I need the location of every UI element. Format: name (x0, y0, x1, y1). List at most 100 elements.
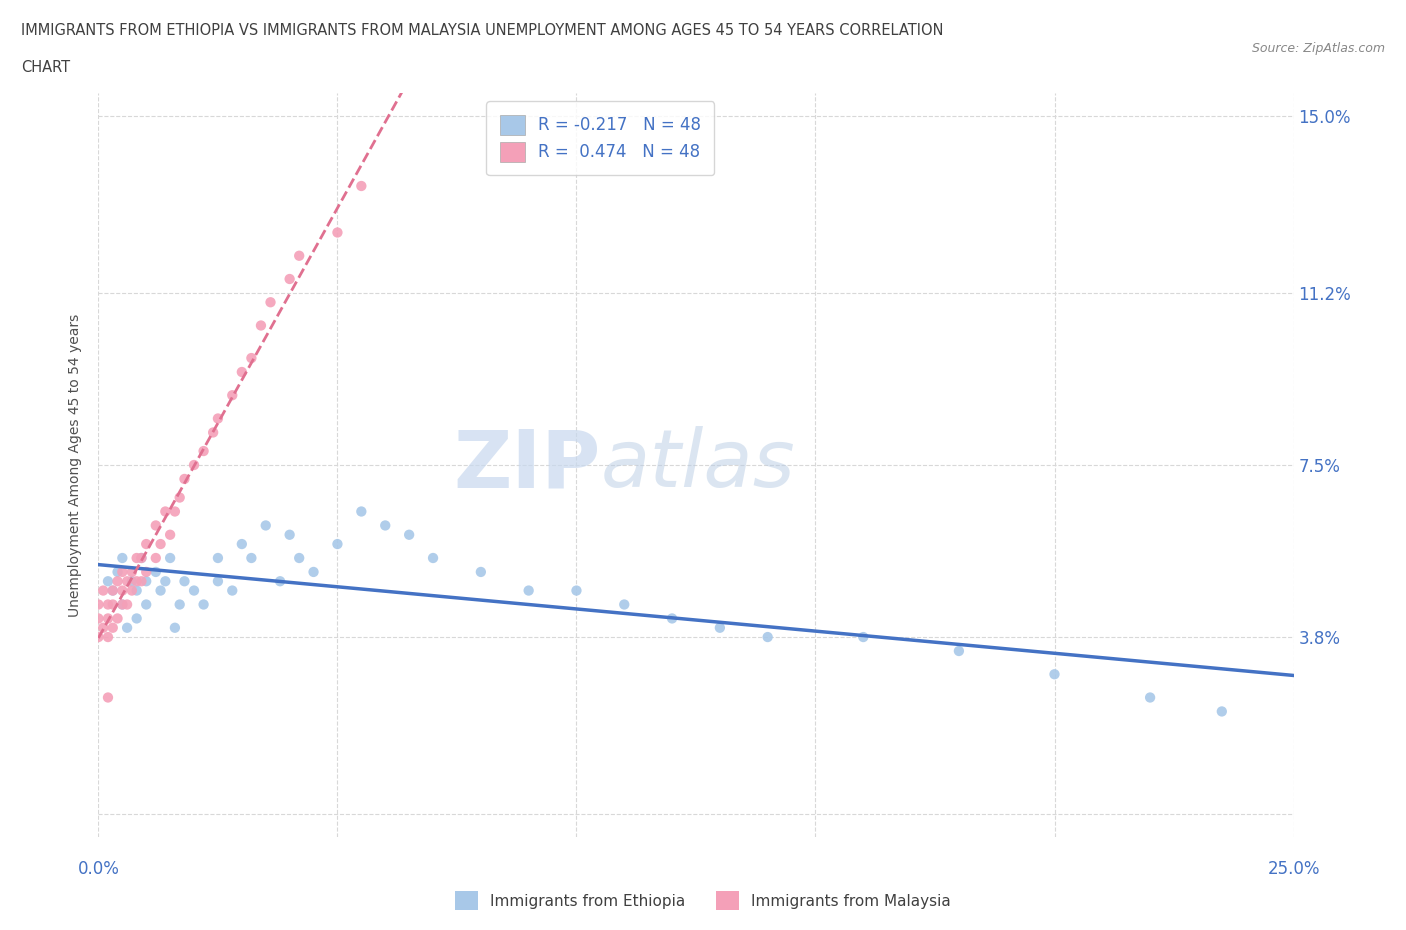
Point (91, 620, 114, 635)
Legend: Immigrants from Ethiopia, Immigrants from Malaysia: Immigrants from Ethiopia, Immigrants fro… (447, 884, 959, 918)
Point (374, 518, 396, 533)
Point (254, 518, 277, 533)
Point (101, 597, 124, 612)
Point (155, 574, 177, 589)
Point (163, 504, 186, 519)
Point (135, 565, 157, 579)
Point (101, 583, 124, 598)
Point (145, 551, 167, 565)
Point (159, 527, 181, 542)
Point (97, 630, 120, 644)
Point (1139, 690, 1161, 705)
Point (87, 611, 110, 626)
Point (97, 690, 120, 705)
Point (350, 504, 373, 519)
Point (250, 318, 273, 333)
Point (169, 597, 191, 612)
Point (173, 472, 195, 486)
Point (125, 583, 148, 598)
Point (121, 565, 143, 579)
Point (125, 574, 148, 589)
Point (135, 597, 157, 612)
Point (1043, 667, 1066, 682)
Point (155, 504, 177, 519)
Point (221, 388, 243, 403)
Point (149, 537, 172, 551)
Point (565, 583, 588, 598)
Point (101, 620, 124, 635)
Point (87, 630, 110, 644)
Point (202, 425, 225, 440)
Text: CHART: CHART (21, 60, 70, 75)
Point (207, 551, 229, 565)
Point (135, 537, 157, 551)
Point (111, 597, 134, 612)
Point (207, 574, 229, 589)
Text: 0.0%: 0.0% (77, 860, 120, 878)
Point (517, 583, 540, 598)
Point (350, 179, 373, 193)
Point (852, 630, 875, 644)
Point (107, 574, 129, 589)
Point (149, 583, 172, 598)
Point (269, 574, 291, 589)
Point (163, 620, 186, 635)
Point (121, 583, 143, 598)
Point (159, 551, 181, 565)
Point (470, 565, 492, 579)
Text: 25.0%: 25.0% (1267, 860, 1320, 878)
Point (131, 551, 153, 565)
Point (169, 490, 191, 505)
Point (613, 597, 636, 612)
Point (121, 574, 143, 589)
Point (91, 583, 114, 598)
Point (278, 272, 301, 286)
Point (135, 574, 157, 589)
Point (111, 565, 134, 579)
Point (107, 611, 129, 626)
Point (288, 248, 311, 263)
Point (173, 574, 195, 589)
Point (183, 458, 205, 472)
Text: ZIP: ZIP (453, 426, 600, 504)
Point (948, 644, 970, 658)
Point (97, 597, 120, 612)
Point (145, 518, 167, 533)
Text: IMMIGRANTS FROM ETHIOPIA VS IMMIGRANTS FROM MALAYSIA UNEMPLOYMENT AMONG AGES 45 : IMMIGRANTS FROM ETHIOPIA VS IMMIGRANTS F… (21, 23, 943, 38)
Point (111, 583, 134, 598)
Point (398, 527, 420, 542)
Point (125, 611, 148, 626)
Point (111, 551, 134, 565)
Point (288, 551, 311, 565)
Point (87, 597, 110, 612)
Point (661, 611, 683, 626)
Point (125, 551, 148, 565)
Point (240, 551, 263, 565)
Point (231, 365, 253, 379)
Point (97, 611, 120, 626)
Point (111, 597, 134, 612)
Point (207, 411, 229, 426)
Point (115, 597, 138, 612)
Point (107, 565, 129, 579)
Point (183, 583, 205, 598)
Point (115, 574, 138, 589)
Point (240, 351, 263, 365)
Point (145, 565, 167, 579)
Point (131, 551, 153, 565)
Point (221, 583, 243, 598)
Text: atlas: atlas (600, 426, 796, 504)
Point (115, 620, 138, 635)
Point (193, 444, 215, 458)
Point (326, 225, 349, 240)
Point (709, 620, 731, 635)
Legend: R = -0.217   N = 48, R =  0.474   N = 48: R = -0.217 N = 48, R = 0.474 N = 48 (486, 101, 714, 176)
Point (302, 565, 325, 579)
Point (101, 583, 124, 598)
Point (259, 295, 281, 310)
Point (326, 537, 349, 551)
Point (278, 527, 301, 542)
Text: Source: ZipAtlas.com: Source: ZipAtlas.com (1251, 42, 1385, 55)
Point (756, 630, 779, 644)
Point (422, 551, 444, 565)
